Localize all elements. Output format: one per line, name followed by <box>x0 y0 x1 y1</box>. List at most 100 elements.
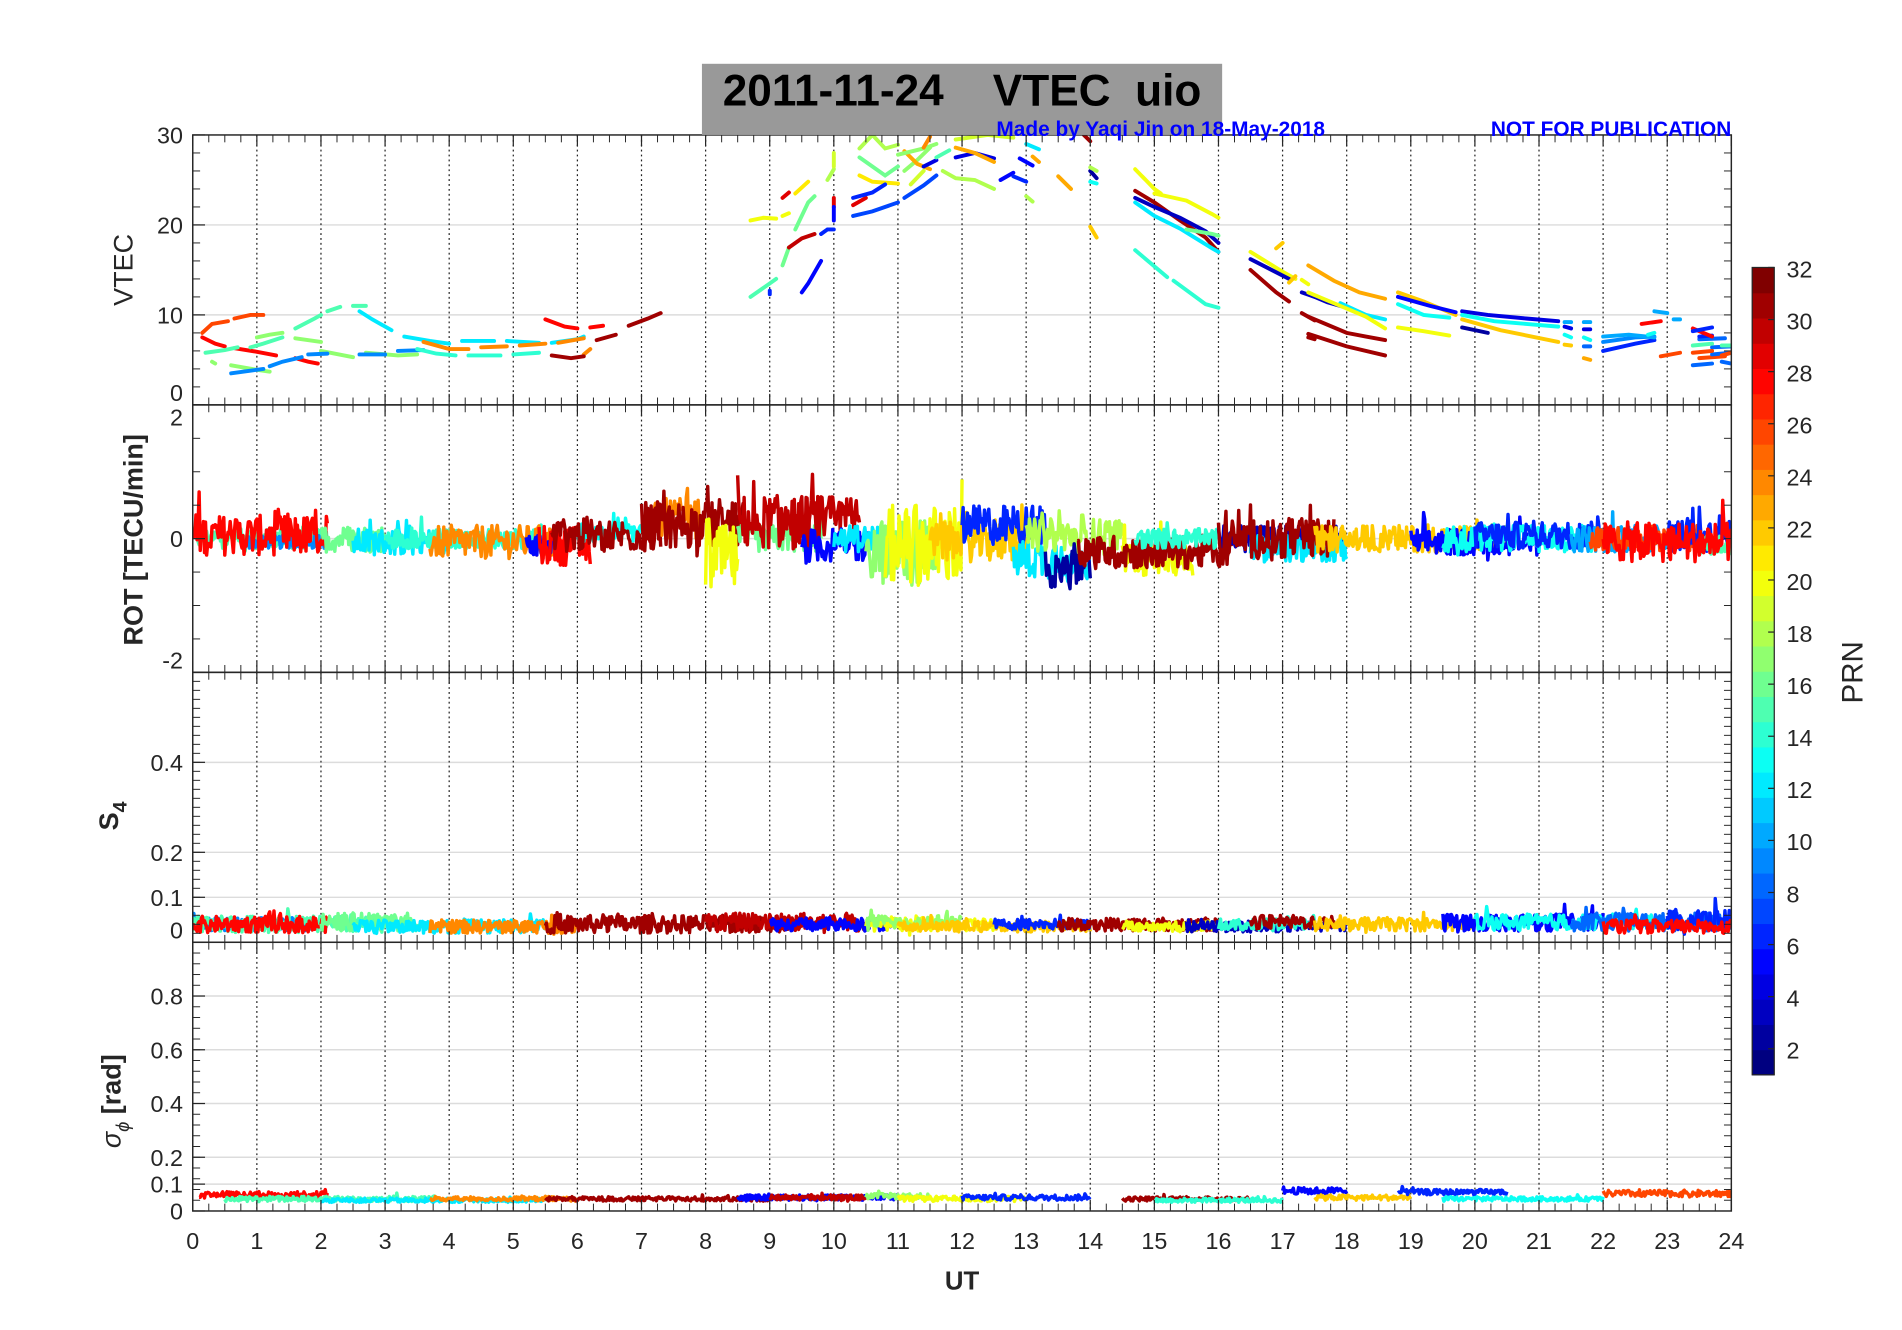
vtec-arc-prn-9 <box>267 355 304 369</box>
colorbar-tick-label: 6 <box>1787 933 1800 959</box>
colorbar-tick-label: 2 <box>1787 1038 1800 1064</box>
vtec-arc-prn-14 <box>1171 278 1221 310</box>
vtec-arc-prn-20 <box>1306 290 1388 331</box>
vtec-arc-prn-4 <box>1460 309 1561 324</box>
vtec-arc-prn-2 <box>1088 168 1099 181</box>
vtec-arc-prn-24 <box>517 341 548 348</box>
vtec-arc-prn-10 <box>1601 332 1657 340</box>
colorbar-level <box>1752 544 1775 571</box>
credit-text: Made by Yaqi Jin on 18-May-2018 <box>996 118 1325 141</box>
rot-arc-prn-28 <box>1601 498 1732 564</box>
vtec-arc-prn-18 <box>1024 194 1035 204</box>
vtec-arc-prn-24 <box>479 344 509 350</box>
vtec-arc-prn-6 <box>1011 174 1029 184</box>
y-tick-label: 0 <box>170 380 183 406</box>
colorbar-level <box>1752 519 1775 546</box>
x-tick-label: 17 <box>1270 1228 1296 1254</box>
vtec-arc-prn-15 <box>1690 341 1715 348</box>
sigma-arc-prn-5 <box>1280 1185 1349 1196</box>
vtec-arc-prn-24 <box>556 336 586 345</box>
sigma-arc-prn-28 <box>198 1187 329 1200</box>
y-axis-label-unit: [rad] <box>96 1054 126 1114</box>
x-tick-label: 16 <box>1206 1228 1232 1254</box>
vtec-arc-prn-15 <box>203 345 240 355</box>
colorbar-tick-label: 22 <box>1787 517 1813 543</box>
x-tick-label: 18 <box>1334 1228 1360 1254</box>
vtec-arc-prn-16 <box>780 245 791 268</box>
vtec-arc-prn-13 <box>1646 330 1657 337</box>
sigma-arc-prn-6 <box>1396 1184 1509 1197</box>
colorbar-tick-label: 4 <box>1787 985 1800 1011</box>
sigma-arc-prn-30 <box>768 1191 867 1203</box>
vtec-arc-prn-20 <box>1396 325 1452 338</box>
rot-arc-prn-31 <box>1216 503 1336 562</box>
vtec-arc-prn-13 <box>1581 335 1593 343</box>
vtec-arc-prn-23 <box>1306 263 1388 301</box>
vtec-arc-prn-22 <box>1088 224 1099 240</box>
vtec-arc-prn-4 <box>1562 324 1574 331</box>
vtec-arc-prn-16 <box>793 194 817 232</box>
x-tick-label: 8 <box>699 1228 712 1254</box>
vtec-arc-prn-14 <box>1133 248 1170 280</box>
s4-arc-prn-22 <box>1312 910 1477 934</box>
colorbar-level <box>1752 469 1775 496</box>
chart-title: 2011-11-24 VTEC uio <box>723 67 1202 116</box>
vtec-arc-prn-28 <box>543 317 580 331</box>
vtec-arc-prn-28 <box>200 335 227 349</box>
vtec-arc-prn-31 <box>594 332 618 343</box>
y-tick-label: 10 <box>157 303 183 329</box>
colorbar-level <box>1752 696 1775 723</box>
colorbar-level <box>1752 797 1775 824</box>
vtec-arc-prn-26 <box>1690 348 1715 355</box>
x-tick-label: 14 <box>1077 1228 1103 1254</box>
vtec-arc-prn-9 <box>229 366 266 376</box>
vtec-arc-prn-23 <box>953 145 997 164</box>
y-tick-label: 2 <box>170 405 183 431</box>
x-tick-label: 12 <box>949 1228 975 1254</box>
colorbar-level <box>1752 444 1775 470</box>
vtec-arc-prn-31 <box>1081 134 1093 144</box>
vtec-arc-prn-7 <box>851 200 900 218</box>
colorbar-level <box>1752 645 1775 672</box>
colorbar-tick-label: 32 <box>1787 256 1813 282</box>
rot-arc-prn-6 <box>960 504 1048 547</box>
x-tick-label: 21 <box>1526 1228 1552 1254</box>
vtec-arc-prn-22 <box>1562 342 1574 348</box>
series-group <box>200 134 1732 376</box>
vtec-arc-prn-5 <box>1396 294 1458 315</box>
colorbar-level <box>1752 343 1775 370</box>
colorbar-level <box>1752 368 1775 395</box>
y-tick-label: 0 <box>170 526 183 552</box>
vtec-arc-prn-21 <box>857 173 900 186</box>
vtec-arc-prn-13 <box>1460 312 1561 329</box>
x-tick-label: 15 <box>1141 1228 1167 1254</box>
vtec-arc-prn-2 <box>1460 325 1490 335</box>
s4-arc-prn-28 <box>1601 913 1732 935</box>
colorbar-level <box>1752 418 1775 445</box>
colorbar-level <box>1752 393 1775 420</box>
colorbar-level <box>1752 494 1775 521</box>
x-tick-label: 1 <box>250 1228 263 1254</box>
x-tick-label: 2 <box>314 1228 327 1254</box>
rot-arc-prn-28 <box>192 490 330 557</box>
vtec-arc-prn-28 <box>232 346 279 358</box>
vtec-arc-prn-31 <box>549 353 586 361</box>
x-tick-label: 4 <box>443 1228 456 1254</box>
vtec-arc-prn-31 <box>1306 331 1388 358</box>
s4-arc-prn-31 <box>543 911 804 936</box>
vtec-arc-prn-18 <box>857 134 900 151</box>
vtec-arc-prn-23 <box>1030 154 1041 164</box>
colorbar-tick-label: 12 <box>1787 777 1813 803</box>
colorbar-tick-label: 26 <box>1787 413 1813 439</box>
vtec-arc-prn-13 <box>1562 332 1574 340</box>
colorbar-level <box>1752 721 1775 748</box>
y-tick-label: 0.4 <box>151 750 183 776</box>
y-tick-label: 0.8 <box>151 984 183 1010</box>
colorbar-level <box>1752 1024 1775 1051</box>
vtec-arc-prn-31 <box>1306 335 1317 342</box>
colorbar-tick-label: 24 <box>1787 465 1813 491</box>
colorbar-level <box>1752 923 1775 950</box>
vtec-arc-prn-26 <box>232 312 266 321</box>
y-axis-label-main: σ <box>96 1130 126 1148</box>
y-tick-label: 0 <box>170 918 183 944</box>
